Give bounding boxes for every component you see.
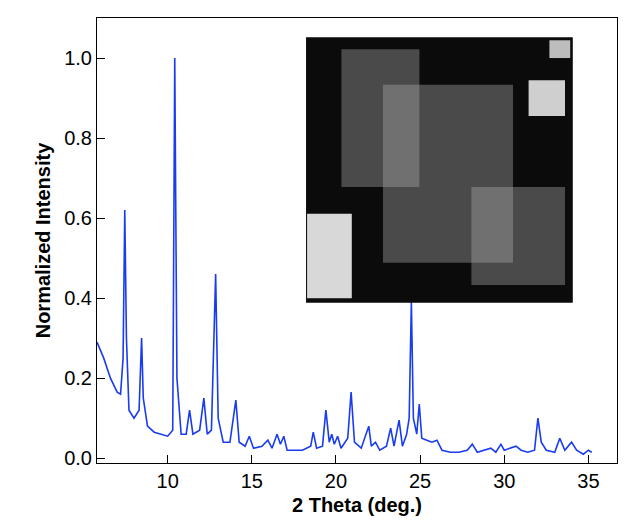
svg-text:35: 35: [577, 470, 599, 492]
svg-text:10: 10: [157, 470, 179, 492]
svg-text:Normalized Intensity: Normalized Intensity: [32, 142, 54, 338]
svg-text:30: 30: [493, 470, 515, 492]
svg-text:20: 20: [325, 470, 347, 492]
svg-text:0.4: 0.4: [64, 287, 92, 309]
svg-text:25: 25: [409, 470, 431, 492]
svg-text:0.6: 0.6: [64, 207, 92, 229]
svg-text:0.0: 0.0: [64, 447, 92, 469]
svg-text:0.8: 0.8: [64, 127, 92, 149]
svg-text:2 Theta (deg.): 2 Theta (deg.): [292, 494, 422, 516]
svg-text:0.2: 0.2: [64, 367, 92, 389]
svg-text:15: 15: [241, 470, 263, 492]
svg-text:1.0: 1.0: [64, 47, 92, 69]
